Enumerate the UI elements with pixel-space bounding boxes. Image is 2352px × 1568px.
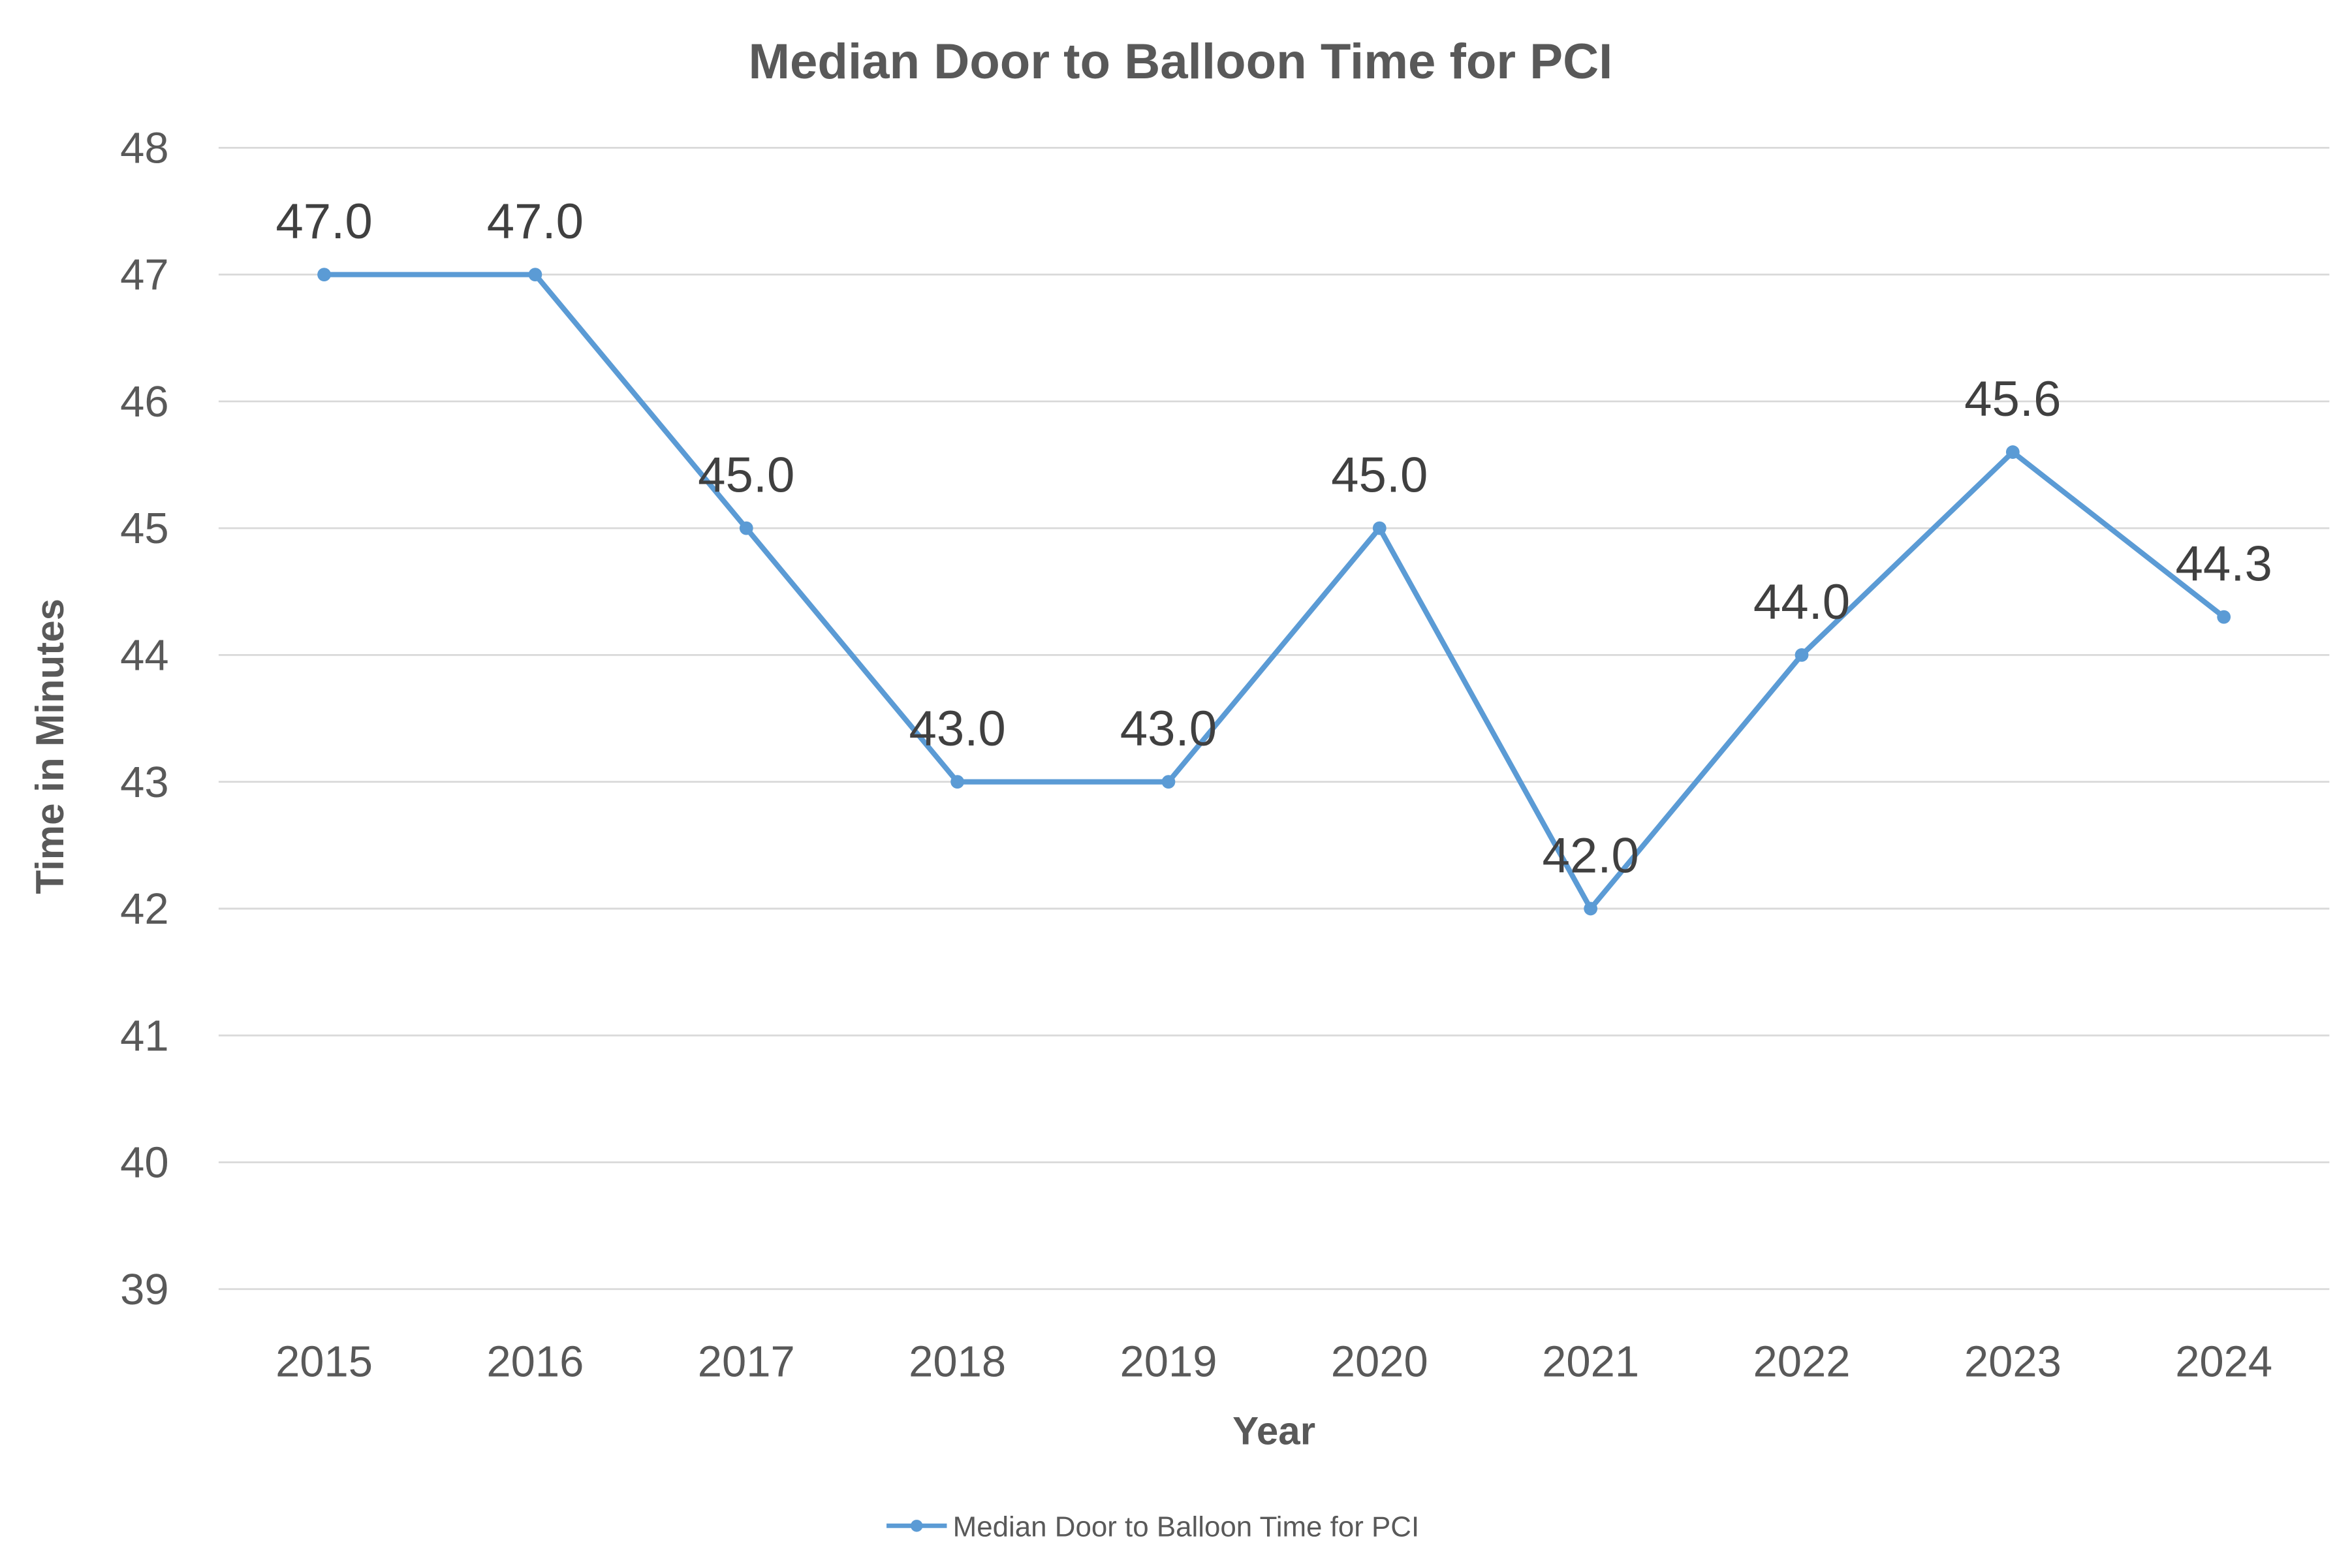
x-tick-label: 2022 [1753,1338,1850,1387]
series-group [317,268,2231,916]
x-tick-label: 2015 [275,1338,373,1387]
chart-title: Median Door to Balloon Time for PCI [749,34,1613,89]
x-tick-label: 2023 [1964,1338,2062,1387]
y-tick-label: 40 [120,1138,169,1187]
data-point [1795,648,1809,662]
data-label: 44.0 [1753,574,1850,630]
data-label: 42.0 [1542,828,1639,883]
data-point [1161,775,1176,789]
x-tick-label: 2018 [909,1338,1006,1387]
x-tick-label: 2019 [1120,1338,1217,1387]
y-tick-label: 48 [120,123,169,172]
legend-point-marker [911,1520,923,1532]
data-point [739,521,753,535]
gridlines [218,146,2330,1291]
y-tick-label: 45 [120,504,169,553]
series-line [324,272,2226,911]
data-label: 45.6 [1964,371,2061,427]
data-label: 43.0 [1120,701,1217,757]
x-axis-ticks: 2015 2016 2017 2018 2019 2020 2021 2022 2023 2024 [275,1338,2272,1387]
y-axis-title: Time in Minutes [28,599,72,894]
x-tick-label: 2017 [698,1338,795,1387]
legend-label: Median Door to Balloon Time for PCI [953,1511,1420,1543]
y-tick-label: 42 [120,885,169,933]
x-tick-label: 2024 [2175,1338,2272,1387]
data-point [1372,521,1387,535]
y-tick-label: 47 [120,251,169,300]
legend[interactable]: Median Door to Balloon Time for PCI [886,1511,1419,1543]
y-tick-label: 46 [120,377,169,426]
data-label: 44.3 [2176,537,2272,592]
data-label: 47.0 [487,194,584,249]
data-point [1584,902,1598,916]
y-tick-label: 43 [120,758,169,807]
y-axis-ticks: 39 40 41 42 43 44 45 46 47 48 [120,123,169,1313]
data-label: 47.0 [275,194,372,249]
data-label: 45.0 [1331,448,1428,503]
data-label: 43.0 [909,701,1005,757]
x-axis-title: Year [1232,1409,1315,1453]
data-point [950,775,964,789]
x-tick-label: 2020 [1331,1338,1428,1387]
data-point [2005,445,2020,459]
data-label: 45.0 [698,448,794,503]
x-tick-label: 2021 [1542,1338,1639,1387]
y-tick-label: 41 [120,1011,169,1060]
data-labels: 47.0 47.0 45.0 43.0 43.0 45.0 42.0 44.0 45.6 44.3 [275,194,2272,883]
y-tick-label: 39 [120,1265,169,1314]
data-point [528,268,542,281]
x-tick-label: 2016 [486,1338,584,1387]
data-point [2217,610,2231,624]
data-point [317,268,331,281]
y-tick-label: 44 [120,631,169,680]
